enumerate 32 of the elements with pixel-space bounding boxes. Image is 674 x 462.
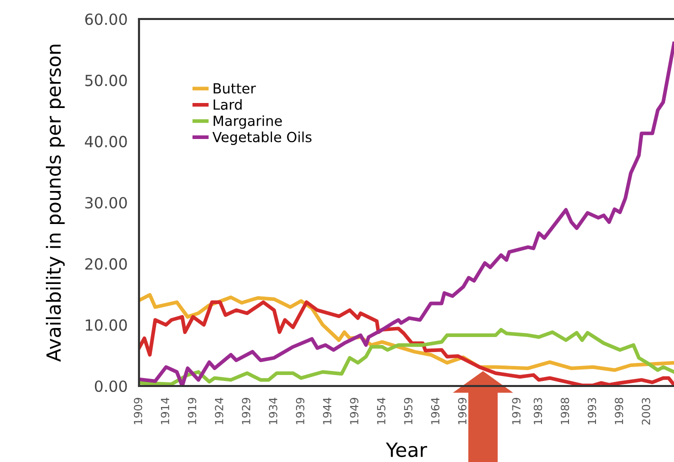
y-tick-label: 40.00 (84, 136, 127, 148)
x-tick-label: 1988 (560, 398, 570, 424)
y-tick-label: 10.00 (86, 319, 127, 331)
y-axis-title: Availability in pounds per person (46, 44, 65, 362)
legend-label: Butter (214, 83, 256, 94)
x-tick-label: 1944 (322, 398, 332, 424)
y-tick-label: 60.00 (85, 13, 127, 26)
y-tick-label: 50.00 (85, 74, 127, 86)
x-tick-label: 1934 (268, 398, 278, 424)
x-tick-label: 1949 (350, 398, 358, 424)
x-tick-label: 1993 (588, 398, 596, 424)
legend-label: Lard (214, 99, 242, 110)
x-tick-label: 1959 (404, 398, 412, 424)
x-tick-label: 1909 (134, 398, 142, 424)
x-tick-label: 1954 (377, 398, 386, 424)
x-tick-label: 1919 (188, 398, 196, 424)
x-axis-title: Year (386, 442, 428, 458)
x-tick-label: 1964 (431, 398, 440, 424)
x-tick-label: 2003 (642, 398, 650, 425)
y-tick-label: 30.00 (85, 196, 127, 209)
y-tick-label: 0.00 (94, 380, 127, 392)
x-tick-label: 1929 (242, 398, 250, 424)
legend-label: Vegetable Oils (212, 132, 312, 145)
x-tick-label: 1969 (458, 398, 466, 424)
y-tick-label: 20.00 (85, 258, 127, 270)
x-tick-label: 1979 (512, 398, 521, 424)
x-tick-label: 1939 (296, 398, 304, 424)
x-tick-label: 1998 (614, 398, 624, 424)
x-tick-label: 1914 (160, 398, 170, 424)
x-tick-label: 1924 (214, 398, 224, 424)
legend-label: Margarine (214, 115, 282, 129)
x-tick-label: 1983 (534, 398, 542, 424)
